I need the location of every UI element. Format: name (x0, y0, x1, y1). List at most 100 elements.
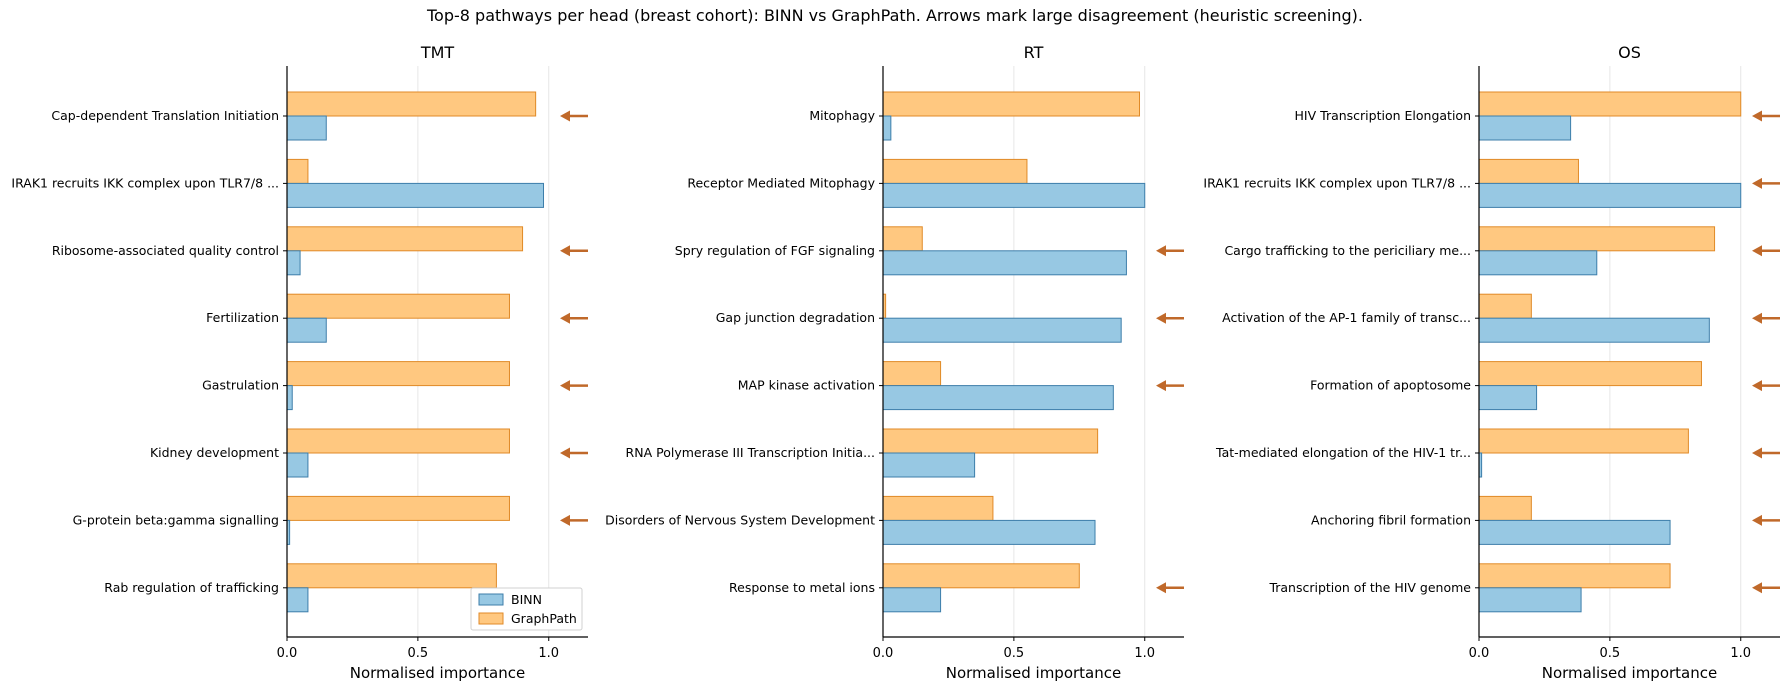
category-label: IRAK1 recruits IKK complex upon TLR7/8 .… (1203, 175, 1471, 190)
bar-graphpath (1478, 91, 1742, 117)
bar-binn (286, 452, 309, 478)
bar-graphpath (286, 361, 510, 387)
category-label: Gastrulation (202, 378, 279, 393)
disagreement-arrow-icon (1752, 582, 1780, 594)
bar-graphpath (1478, 563, 1671, 589)
category-label: IRAK1 recruits IKK complex upon TLR7/8 .… (11, 175, 279, 190)
panel-os: HIV Transcription Elongation IRAK1 recrui… (1203, 43, 1780, 682)
bar-graphpath (882, 158, 1028, 184)
disagreement-arrow-icon (560, 312, 588, 324)
disagreement-arrow-icon (1752, 447, 1780, 459)
bar-graphpath (286, 495, 510, 521)
bar-binn (882, 385, 1114, 411)
arrow-head (1156, 312, 1166, 324)
disagreement-arrow-icon (1752, 177, 1780, 189)
legend-swatch-binn (478, 593, 504, 606)
disagreement-arrow-icon (560, 110, 588, 122)
category-label: Gap junction degradation (716, 310, 875, 325)
disagreement-arrow-icon (1752, 245, 1780, 257)
x-tick-label: 0.5 (1004, 646, 1025, 661)
category-label: Kidney development (150, 445, 279, 460)
arrow-head (560, 514, 570, 526)
disagreement-arrow-icon (1752, 380, 1780, 392)
category-label: RNA Polymerase III Transcription Initia.… (626, 445, 875, 460)
disagreement-arrow-icon (560, 245, 588, 257)
category-label: MAP kinase activation (738, 378, 875, 393)
x-axis-label: Normalised importance (946, 664, 1121, 682)
x-axis-label: Normalised importance (350, 664, 525, 682)
arrow-head (1752, 582, 1762, 594)
panel-title: TMT (420, 43, 455, 62)
category-label: Mitophagy (809, 108, 875, 123)
arrow-head (560, 447, 570, 459)
bar-binn (882, 115, 892, 141)
bar-graphpath (286, 428, 510, 454)
bar-graphpath (1478, 495, 1532, 521)
bar-binn (1478, 182, 1742, 208)
category-label: HIV Transcription Elongation (1295, 108, 1471, 123)
bar-graphpath (882, 226, 923, 252)
legend: BINN GraphPath (470, 587, 583, 631)
arrow-head (560, 110, 570, 122)
bar-graphpath (286, 293, 510, 319)
arrow-head (1752, 514, 1762, 526)
bar-binn (1478, 317, 1710, 343)
category-label: G-protein beta:gamma signalling (73, 512, 279, 527)
bar-graphpath (1478, 158, 1579, 184)
disagreement-arrow-icon (1156, 582, 1184, 594)
category-label: Response to metal ions (729, 580, 875, 595)
disagreement-arrow-icon (1156, 380, 1184, 392)
bar-graphpath (286, 226, 524, 252)
category-label: Rab regulation of trafficking (104, 580, 279, 595)
bar-binn (882, 452, 976, 478)
category-label: Formation of apoptosome (1310, 378, 1471, 393)
x-tick-label: 0.0 (873, 646, 894, 661)
disagreement-arrow-icon (1752, 312, 1780, 324)
disagreement-arrow-icon (560, 447, 588, 459)
panel-title: RT (1024, 43, 1044, 62)
category-label: Anchoring fibril formation (1311, 512, 1471, 527)
bar-graphpath (882, 361, 942, 387)
arrow-head (560, 245, 570, 257)
bar-binn (882, 519, 1096, 545)
bar-binn (882, 587, 942, 613)
category-label: Fertilization (206, 310, 279, 325)
bar-binn (1478, 519, 1671, 545)
arrow-head (1752, 245, 1762, 257)
panel-title: OS (1618, 43, 1641, 62)
bar-graphpath (1478, 428, 1689, 454)
arrow-head (1752, 177, 1762, 189)
bar-binn (1478, 115, 1572, 141)
arrow-head (1156, 380, 1166, 392)
x-tick-label: 1.0 (1134, 646, 1155, 661)
disagreement-arrow-icon (560, 514, 588, 526)
arrow-head (1752, 380, 1762, 392)
arrow-head (1752, 447, 1762, 459)
category-label: Ribosome-associated quality control (52, 243, 279, 258)
arrow-head (560, 380, 570, 392)
legend-swatch-graphpath (478, 612, 504, 625)
bar-binn (286, 385, 293, 411)
bar-binn (286, 587, 309, 613)
arrow-head (1156, 582, 1166, 594)
disagreement-arrow-icon (1752, 514, 1780, 526)
category-label: Tat-mediated elongation of the HIV-1 tr.… (1215, 445, 1471, 460)
bar-graphpath (882, 563, 1080, 589)
bar-graphpath (882, 91, 1141, 117)
bar-binn (1478, 587, 1582, 613)
category-label: Activation of the AP-1 family of transc.… (1222, 310, 1471, 325)
disagreement-arrow-icon (560, 380, 588, 392)
bar-graphpath (1478, 293, 1532, 319)
arrow-head (1156, 245, 1166, 257)
bar-binn (882, 250, 1127, 276)
bar-graphpath (286, 563, 497, 589)
bar-binn (1478, 250, 1598, 276)
bar-graphpath (1478, 226, 1716, 252)
bar-graphpath (1478, 361, 1702, 387)
x-tick-label: 0.5 (1600, 646, 1621, 661)
category-label: Cap-dependent Translation Initiation (51, 108, 279, 123)
x-tick-label: 1.0 (1730, 646, 1751, 661)
bar-binn (882, 317, 1122, 343)
bar-binn (286, 250, 301, 276)
